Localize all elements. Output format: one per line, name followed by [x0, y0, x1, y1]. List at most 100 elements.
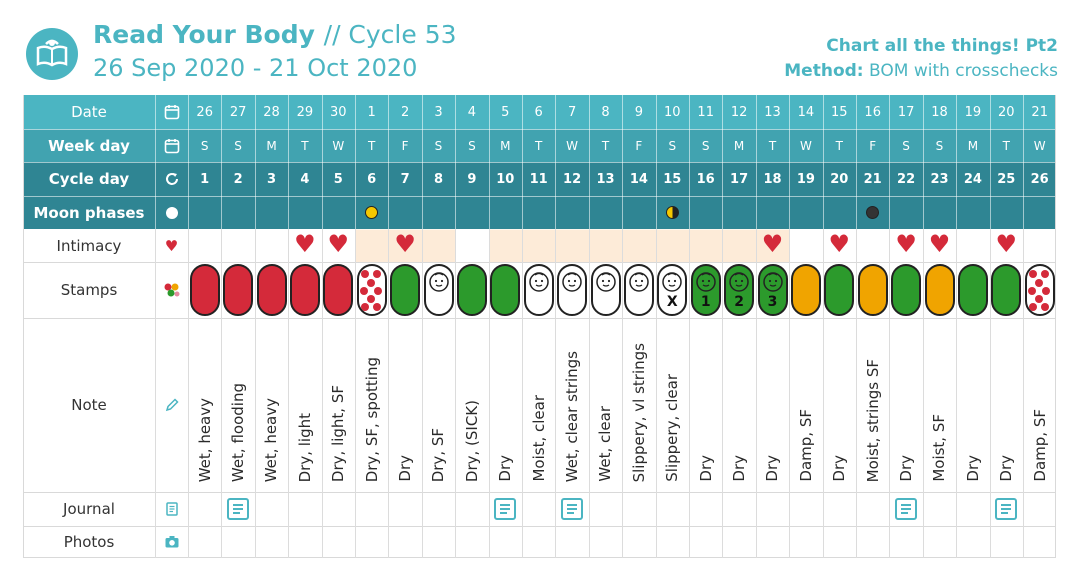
date-cell[interactable]: 26 [196, 104, 213, 120]
note-cell[interactable]: Damp, SF [1023, 322, 1056, 482]
date-cell[interactable]: 21 [1031, 104, 1048, 120]
note-cell[interactable]: Moist, SF [923, 322, 956, 482]
stamp-greenbaby[interactable]: 1 [690, 264, 721, 316]
note-cell[interactable]: Dry [756, 322, 789, 482]
date-cell[interactable]: 4 [467, 104, 477, 120]
note-cell[interactable]: Wet, heavy [188, 322, 221, 482]
date-cell[interactable]: 8 [601, 104, 610, 120]
stamp-dots[interactable] [1024, 264, 1055, 316]
journal-entry-icon[interactable] [895, 498, 918, 520]
stamp-yellow[interactable] [857, 264, 888, 316]
date-cell[interactable]: 20 [998, 104, 1015, 120]
stamp-green[interactable] [957, 264, 988, 316]
date-cell[interactable]: 29 [296, 104, 314, 120]
note-cell[interactable]: Dry [889, 322, 922, 482]
stamp-red[interactable] [323, 264, 354, 316]
stamp-green[interactable] [390, 264, 421, 316]
note-cell[interactable]: Dry [823, 322, 856, 482]
date-cell[interactable]: 30 [330, 104, 347, 120]
note-cell[interactable]: Dry [956, 322, 989, 482]
journal-entry-icon[interactable] [561, 498, 584, 520]
calendar-icon [155, 129, 188, 162]
journal-entry-icon[interactable] [227, 498, 250, 520]
intimacy-heart-icon[interactable]: ♥ [828, 230, 851, 258]
intimacy-heart-icon[interactable]: ♥ [895, 230, 917, 258]
journal-entry-icon[interactable] [995, 498, 1018, 520]
note-cell[interactable]: Dry [990, 322, 1023, 482]
row-label-cycleday: Cycle day [48, 170, 130, 188]
stamp-green[interactable] [456, 264, 487, 316]
stamp-greenbaby[interactable]: 2 [724, 264, 755, 316]
date-cell[interactable]: 13 [764, 104, 781, 120]
note-cell[interactable]: Dry, (SICK) [455, 322, 488, 482]
column-divider [689, 95, 690, 229]
stamp-red[interactable] [289, 264, 320, 316]
note-cell[interactable]: Moist, strings SF [856, 322, 889, 482]
note-cell[interactable]: Wet, heavy [255, 322, 288, 482]
stamp-baby[interactable] [623, 264, 654, 316]
stamps-icon [155, 262, 188, 318]
row-divider [23, 262, 1057, 263]
column-divider [588, 229, 590, 558]
stamp-green[interactable] [490, 264, 521, 316]
column-divider [522, 229, 523, 558]
stamp-baby[interactable] [423, 264, 454, 316]
date-cell[interactable]: 18 [931, 104, 948, 120]
note-cell[interactable]: Wet, clear [589, 322, 622, 482]
note-cell[interactable]: Wet, flooding [221, 322, 254, 482]
date-cell[interactable]: 3 [434, 104, 443, 120]
stamp-red[interactable] [256, 264, 287, 316]
stamp-baby[interactable] [523, 264, 554, 316]
intimacy-heart-icon[interactable]: ♥ [294, 230, 316, 258]
date-cell[interactable]: 6 [534, 104, 543, 120]
stamp-yellow[interactable] [924, 264, 955, 316]
date-cell[interactable]: 27 [229, 104, 247, 120]
date-cell[interactable]: 2 [400, 104, 410, 120]
stamp-baby[interactable]: X [657, 264, 688, 316]
date-cell[interactable]: 15 [831, 104, 848, 120]
date-cell[interactable]: 12 [730, 104, 748, 120]
date-cell[interactable]: 28 [263, 104, 280, 120]
stamp-mark: X [666, 294, 678, 310]
stamp-green[interactable] [824, 264, 855, 316]
date-cell[interactable]: 9 [634, 104, 644, 120]
note-cell[interactable]: Damp, SF [789, 322, 822, 482]
note-cell[interactable]: Dry, SF [422, 322, 455, 482]
stamp-baby[interactable] [557, 264, 588, 316]
note-cell[interactable]: Slippery, vl strings [622, 322, 655, 482]
date-cell[interactable]: 14 [797, 104, 815, 120]
note-cell[interactable]: Dry [722, 322, 755, 482]
date-cell[interactable]: 16 [864, 104, 881, 120]
intimacy-heart-icon[interactable]: ♥ [394, 230, 416, 258]
note-cell[interactable]: Dry [489, 322, 522, 482]
stamp-green[interactable] [991, 264, 1022, 316]
date-cell[interactable]: 11 [697, 104, 714, 120]
date-cell[interactable]: 17 [897, 104, 915, 120]
stamp-green[interactable] [891, 264, 922, 316]
stamp-red[interactable] [189, 264, 220, 316]
note-cell[interactable]: Dry, SF, spotting [355, 322, 388, 482]
note-cell[interactable]: Dry [388, 322, 421, 482]
note-cell[interactable]: Dry, light, SF [322, 322, 355, 482]
note-cell[interactable]: Dry [689, 322, 722, 482]
stamp-baby[interactable] [590, 264, 621, 316]
intimacy-heart-icon[interactable]: ♥ [761, 230, 784, 258]
intimacy-heart-icon[interactable]: ♥ [928, 230, 951, 258]
date-cell[interactable]: 7 [567, 104, 577, 120]
note-cell[interactable]: Wet, clear strings [555, 322, 588, 482]
note-cell[interactable]: Dry, light [288, 322, 321, 482]
note-cell[interactable]: Moist, clear [522, 322, 555, 482]
intimacy-heart-icon[interactable]: ♥ [327, 230, 350, 258]
note-text: Dry [730, 455, 749, 482]
stamp-red[interactable] [223, 264, 254, 316]
stamp-yellow[interactable] [790, 264, 821, 316]
date-cell[interactable]: 19 [964, 104, 982, 120]
date-cell[interactable]: 1 [367, 104, 376, 120]
date-cell[interactable]: 10 [664, 104, 681, 120]
intimacy-heart-icon[interactable]: ♥ [995, 230, 1018, 258]
stamp-greenbaby[interactable]: 3 [757, 264, 788, 316]
journal-entry-icon[interactable] [494, 498, 517, 520]
stamp-dots[interactable] [356, 264, 387, 316]
date-cell[interactable]: 5 [501, 104, 510, 120]
note-cell[interactable]: Slippery, clear [656, 322, 689, 482]
